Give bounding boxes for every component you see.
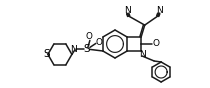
Text: O: O [85,32,92,41]
Text: S: S [84,44,90,54]
Text: N: N [139,50,146,59]
Text: S: S [43,49,50,59]
Text: N: N [124,6,131,15]
Text: N: N [71,45,77,54]
Text: N: N [156,6,163,15]
Text: O: O [95,38,102,47]
Text: O: O [153,40,160,48]
